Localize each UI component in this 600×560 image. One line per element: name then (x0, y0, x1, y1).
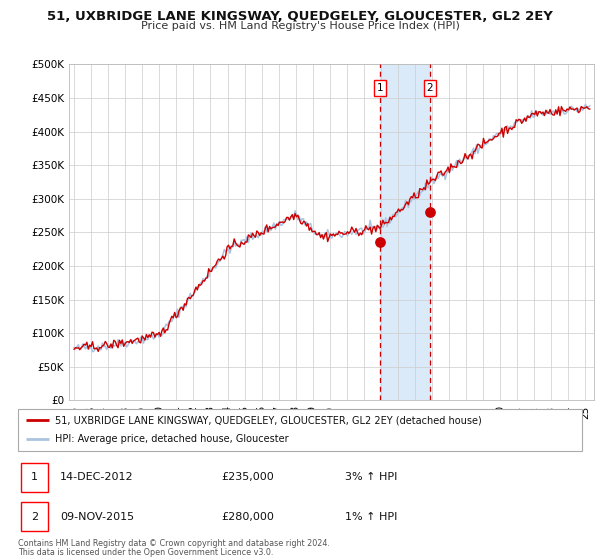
FancyBboxPatch shape (21, 502, 48, 531)
Text: 51, UXBRIDGE LANE KINGSWAY, QUEDGELEY, GLOUCESTER, GL2 2EY (detached house): 51, UXBRIDGE LANE KINGSWAY, QUEDGELEY, G… (55, 415, 481, 425)
Point (375, 238, 385, 247)
Text: 1% ↑ HPI: 1% ↑ HPI (345, 512, 397, 521)
Text: 3% ↑ HPI: 3% ↑ HPI (345, 473, 397, 482)
Text: 14-DEC-2012: 14-DEC-2012 (60, 473, 134, 482)
Text: HPI: Average price, detached house, Gloucester: HPI: Average price, detached house, Glou… (55, 435, 288, 445)
Text: 2: 2 (31, 512, 38, 521)
Text: Contains HM Land Registry data © Crown copyright and database right 2024.: Contains HM Land Registry data © Crown c… (18, 539, 330, 548)
FancyBboxPatch shape (21, 463, 48, 492)
Text: £280,000: £280,000 (221, 512, 274, 521)
Text: 09-NOV-2015: 09-NOV-2015 (60, 512, 134, 521)
Text: 2: 2 (427, 83, 433, 93)
Text: This data is licensed under the Open Government Licence v3.0.: This data is licensed under the Open Gov… (18, 548, 274, 557)
Point (425, 208, 434, 217)
Text: 1: 1 (31, 473, 38, 482)
Text: Price paid vs. HM Land Registry's House Price Index (HPI): Price paid vs. HM Land Registry's House … (140, 21, 460, 31)
Text: £235,000: £235,000 (221, 473, 274, 482)
Text: 51, UXBRIDGE LANE KINGSWAY, QUEDGELEY, GLOUCESTER, GL2 2EY: 51, UXBRIDGE LANE KINGSWAY, QUEDGELEY, G… (47, 10, 553, 23)
Text: 1: 1 (377, 83, 383, 93)
Bar (380, 64, 430, 400)
FancyBboxPatch shape (18, 409, 582, 451)
